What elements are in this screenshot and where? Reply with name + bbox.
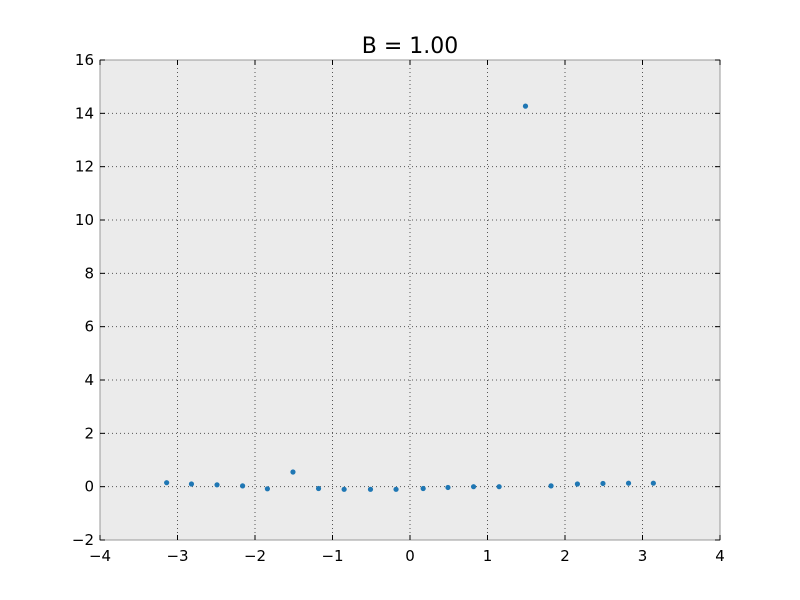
y-tick-label: −2	[72, 531, 94, 549]
y-tick-label: 16	[75, 51, 94, 69]
data-point	[650, 480, 656, 486]
y-tick-label: 10	[75, 211, 94, 229]
data-point	[290, 469, 296, 475]
x-tick-label: −3	[166, 547, 188, 565]
x-tick-label: 4	[715, 547, 725, 565]
x-tick-label: −4	[89, 547, 111, 565]
data-point	[522, 103, 529, 109]
chart-title: B = 1.00	[362, 34, 459, 59]
data-point	[420, 485, 426, 492]
x-tick-label: 3	[638, 547, 648, 565]
data-point	[600, 480, 606, 487]
data-point	[240, 483, 246, 489]
x-axis-tick-labels: −4 −3 −2 −1 0 1 2 3 4	[89, 547, 725, 565]
y-tick-label: 2	[84, 424, 94, 442]
y-tick-label: 0	[84, 478, 94, 496]
data-point	[625, 480, 632, 486]
data-point	[496, 484, 502, 490]
data-point	[341, 486, 347, 492]
y-tick-label: 14	[75, 104, 94, 122]
y-tick-label: 12	[75, 158, 94, 176]
data-point	[548, 483, 554, 489]
data-point	[164, 480, 170, 486]
data-points	[164, 103, 656, 492]
data-point	[574, 481, 581, 487]
y-tick-label: 8	[84, 264, 94, 282]
data-point	[264, 486, 270, 492]
y-tick-label: 4	[84, 371, 94, 389]
data-point	[470, 484, 477, 490]
y-axis-tick-labels: −2 0 2 4 6 8 10 12 14 16	[72, 51, 94, 549]
data-point	[445, 484, 451, 491]
x-tick-label: −2	[244, 547, 266, 565]
axis-ticks	[99, 59, 721, 541]
x-tick-label: 2	[560, 547, 570, 565]
x-tick-label: 1	[483, 547, 493, 565]
x-tick-label: −1	[321, 547, 343, 565]
gridlines	[100, 60, 720, 540]
data-point	[393, 486, 399, 492]
data-point	[214, 482, 220, 488]
data-point	[367, 486, 374, 492]
x-tick-label: 0	[405, 547, 415, 565]
data-point	[188, 481, 195, 487]
y-tick-label: 6	[84, 318, 94, 336]
data-point	[315, 485, 322, 492]
